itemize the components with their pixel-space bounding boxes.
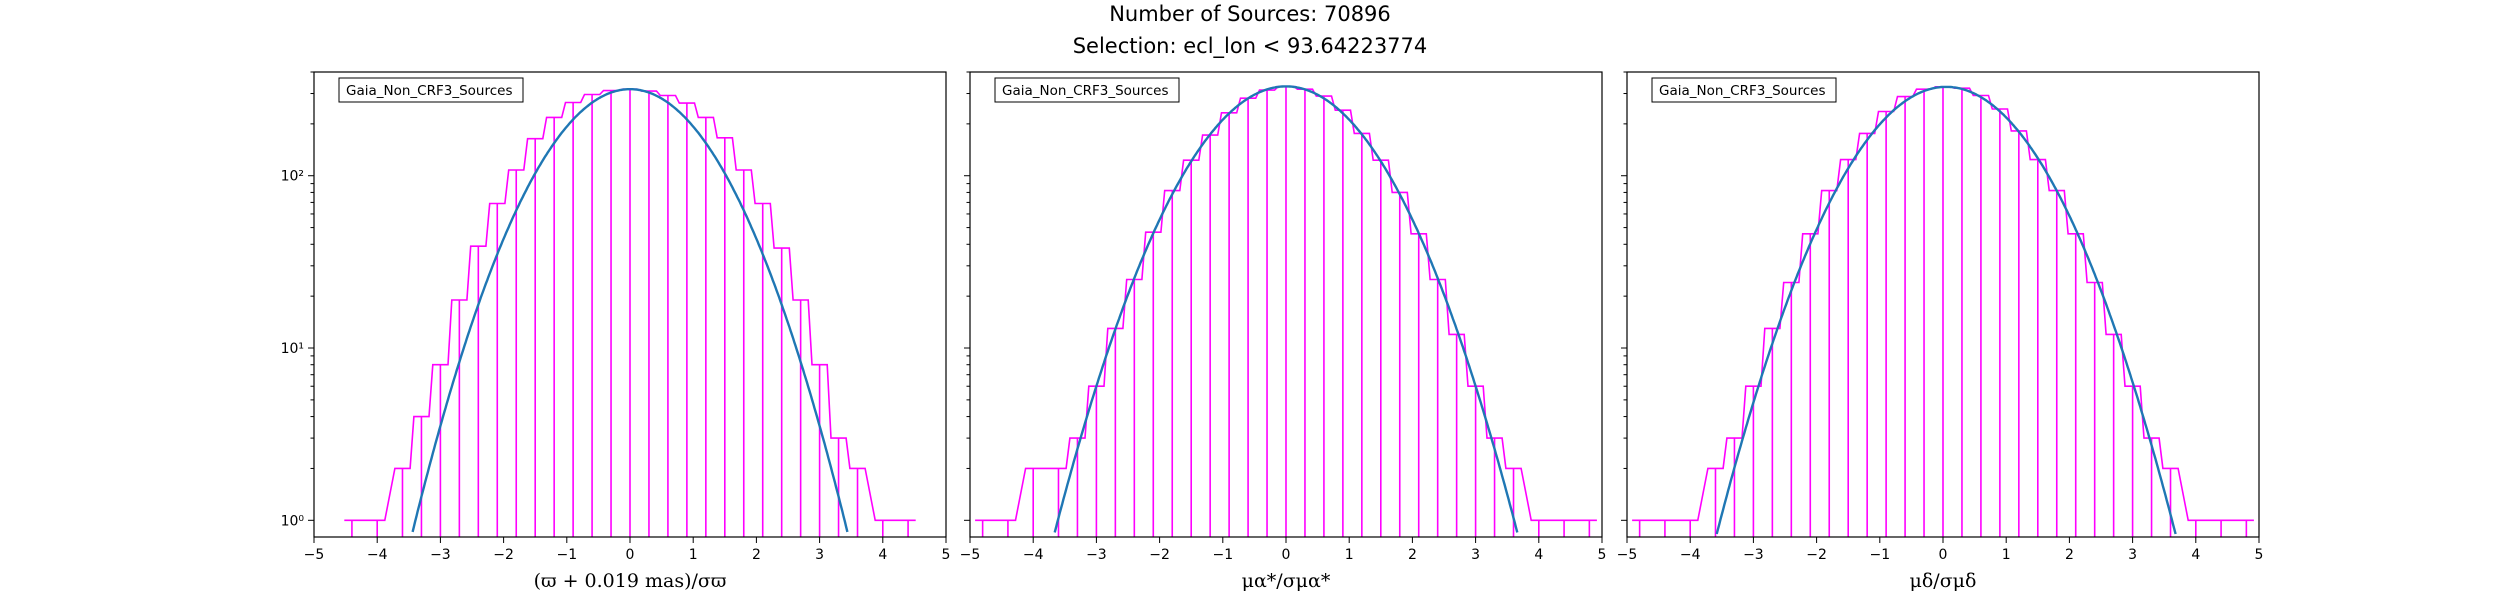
x-axis-label: (ϖ + 0.019 mas)/σϖ (534, 570, 727, 592)
x-tick-label: −1 (1869, 547, 1890, 563)
x-tick-label: 3 (1471, 547, 1480, 563)
x-tick-label: −2 (1149, 547, 1170, 563)
legend-box (338, 77, 524, 103)
x-tick-label: −5 (1617, 547, 1638, 563)
model-curve (1053, 85, 1519, 533)
chart-panel-2: −5 −4 −3 −2 −1 0 1 2 3 4 5 Gaia_Non_CRF3_Sources μα*… (960, 71, 1607, 592)
x-tick-label: −2 (1806, 547, 1827, 563)
x-tick-label: 5 (1598, 547, 1607, 563)
x-tick-label: 4 (2191, 547, 2200, 563)
legend-label: Gaia_Non_CRF3_Sources (1002, 83, 1168, 99)
x-tick-label: 2 (1408, 547, 1417, 563)
x-tick-label: 2 (752, 547, 761, 563)
x-tick-label: −4 (1023, 547, 1044, 563)
x-tick-label: 1 (1345, 547, 1354, 563)
legend-box (1651, 77, 1837, 103)
legend-label: Gaia_Non_CRF3_Sources (346, 83, 512, 99)
x-axis-label: μα*/σμα* (1242, 570, 1331, 592)
model-curve (411, 88, 849, 533)
x-tick-label: 4 (1534, 547, 1543, 563)
x-tick-label: −3 (1743, 547, 1764, 563)
x-tick-label: −5 (304, 547, 325, 563)
x-tick-label: 3 (815, 547, 824, 563)
legend-label: Gaia_Non_CRF3_Sources (1659, 83, 1825, 99)
x-tick-label: 1 (689, 547, 698, 563)
x-tick-label: −2 (493, 547, 514, 563)
model-curve (1715, 85, 2177, 535)
x-tick-label: −4 (367, 547, 388, 563)
x-tick-label: 4 (878, 547, 887, 563)
x-tick-label: 0 (626, 547, 635, 563)
figure-title-line2: Selection: ecl_lon < 93.64223774 (1072, 34, 1428, 58)
x-tick-label: −1 (556, 547, 577, 563)
y-tick-label: 10⁰ (281, 513, 305, 529)
legend-box (994, 77, 1180, 103)
x-tick-label: 0 (1939, 547, 1948, 563)
chart-panel-1: −5 −4 −3 −2 −1 0 1 2 3 4 5 10⁰ 10¹ 10² Gaia_Non_CRF3_S… (281, 71, 951, 592)
x-axis-label: μδ/σμδ (1910, 570, 1977, 592)
x-tick-label: 1 (2002, 547, 2011, 563)
x-tick-label: 2 (2065, 547, 2074, 563)
x-tick-label: −1 (1212, 547, 1233, 563)
x-tick-label: −4 (1680, 547, 1701, 563)
x-tick-label: 5 (942, 547, 951, 563)
x-tick-label: −5 (960, 547, 981, 563)
x-tick-label: 0 (1282, 547, 1291, 563)
figure-title-line1: Number of Sources: 70896 (1109, 2, 1391, 26)
y-tick-label: 10¹ (281, 341, 304, 357)
x-tick-label: 5 (2255, 547, 2264, 563)
x-tick-label: 3 (2128, 547, 2137, 563)
x-tick-label: −3 (1086, 547, 1107, 563)
y-tick-label: 10² (281, 169, 304, 185)
chart-panel-3: −5 −4 −3 −2 −1 0 1 2 3 4 5 Gaia_Non_CRF3_Sources μδ/… (1617, 71, 2264, 592)
x-tick-label: −3 (430, 547, 451, 563)
